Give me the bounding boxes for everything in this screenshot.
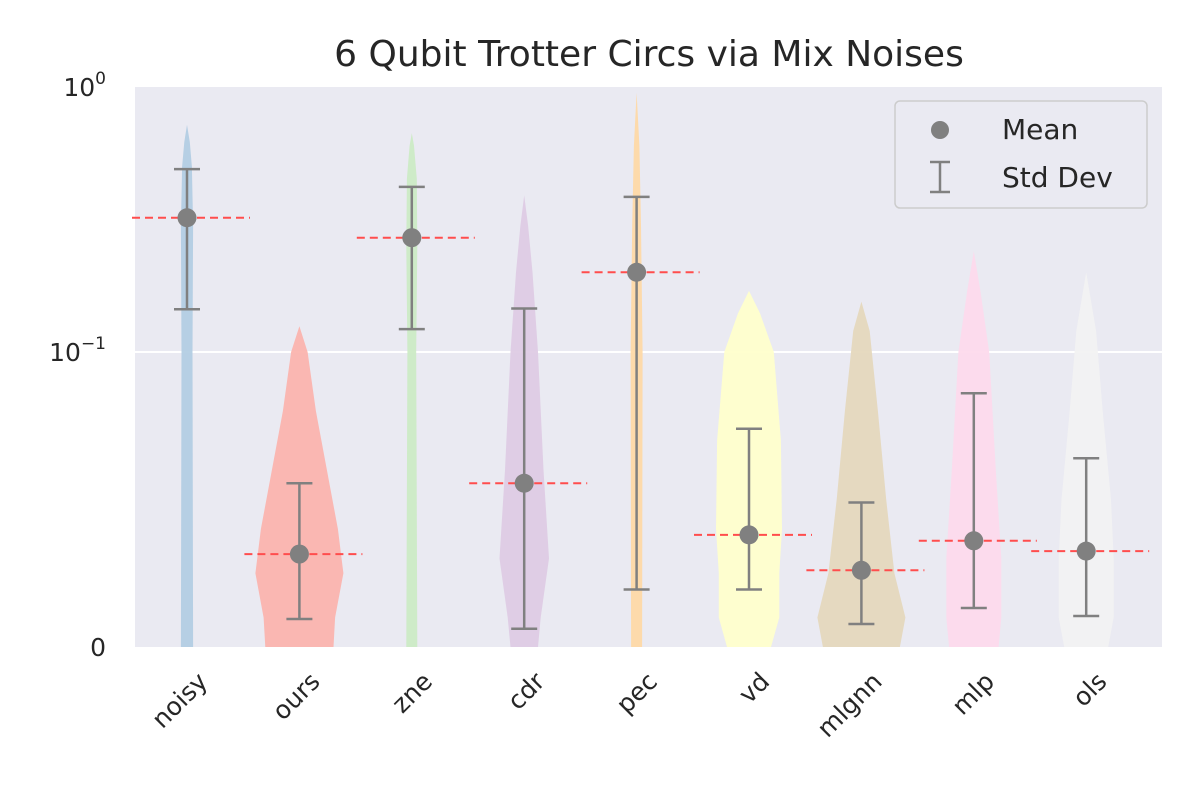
violin-mlgnn (817, 301, 906, 647)
x-tick-label-ours: ours (267, 667, 326, 726)
legend-mean-marker (931, 121, 949, 139)
mean-marker-noisy (177, 208, 197, 228)
y-tick-label: 100 (63, 69, 106, 102)
x-tick-label-vd: vd (733, 667, 775, 709)
x-tick-label-cdr: cdr (502, 666, 551, 715)
y-tick-label: 10−1 (49, 334, 106, 367)
x-tick-label-noisy: noisy (146, 667, 213, 734)
legend-std-label: Std Dev (1002, 161, 1113, 194)
x-tick-label-pec: pec (611, 667, 663, 719)
x-tick-labels: noisy ours zne cdr pec vd mlgnn mlp ols (146, 666, 1112, 743)
y-tick-label: 0 (90, 633, 106, 662)
chart-title: 6 Qubit Trotter Circs via Mix Noises (334, 34, 964, 75)
mean-marker-ours (289, 544, 309, 564)
y-tick-labels: 0 10−1 100 (49, 69, 106, 662)
mean-marker-cdr (514, 473, 534, 493)
x-tick-label-zne: zne (386, 667, 438, 719)
legend-mean-label: Mean (1002, 113, 1078, 146)
mean-marker-mlp (964, 531, 984, 551)
mean-marker-pec (627, 262, 647, 282)
legend-box (894, 100, 1148, 209)
mean-markers (177, 208, 1096, 580)
x-tick-label-ols: ols (1067, 667, 1112, 712)
mean-marker-mlgnn (851, 560, 871, 580)
legend: Mean Std Dev (894, 100, 1148, 209)
mean-marker-vd (739, 525, 759, 545)
mean-marker-ols (1076, 541, 1096, 561)
violin-noisy (180, 124, 194, 648)
mean-marker-zne (402, 228, 422, 248)
x-tick-label-mlgnn: mlgnn (811, 667, 887, 743)
x-tick-label-mlp: mlp (946, 667, 1000, 721)
violin-zne (406, 133, 418, 648)
